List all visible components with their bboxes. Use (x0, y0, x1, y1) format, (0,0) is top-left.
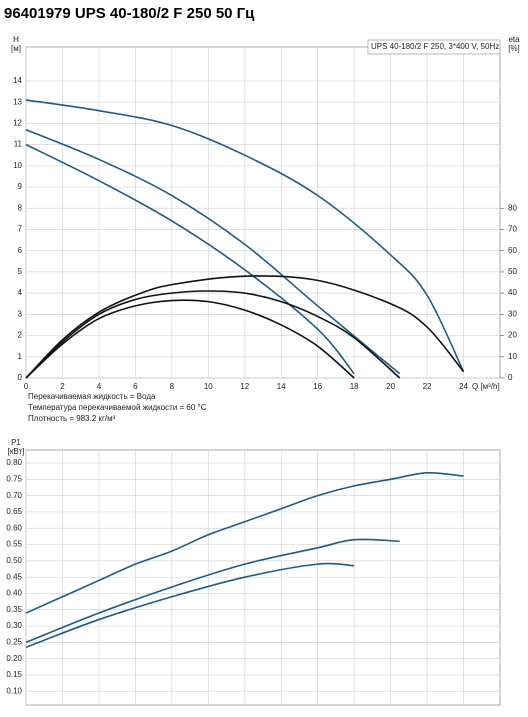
y-tick-label: 0.50 (6, 556, 22, 565)
x-tick-label: 12 (240, 382, 249, 391)
y2-tick-label: 60 (508, 246, 517, 255)
curve (25, 299, 355, 379)
y-tick-label: 0.20 (6, 654, 22, 663)
y2-tick-label: 20 (508, 331, 517, 340)
y2-axis-label: [%] (508, 44, 520, 53)
y-tick-label: 13 (13, 97, 22, 106)
note: Температура перекачиваемой жидкости = 60… (28, 403, 207, 412)
y2-tick-label: 50 (508, 267, 517, 276)
curve (25, 143, 355, 375)
y-axis-label: P1 (11, 438, 21, 447)
curve (25, 129, 401, 375)
x-axis-label: Q [м³/h] (472, 382, 500, 391)
y-tick-label: 5 (18, 267, 23, 276)
y-tick-label: 0.35 (6, 605, 22, 614)
y-tick-label: 11 (14, 140, 23, 149)
y-axis-label: [м] (11, 44, 21, 53)
x-tick-label: 6 (133, 382, 138, 391)
y-tick-label: 0.40 (6, 589, 22, 598)
y-tick-label: 6 (18, 246, 23, 255)
y2-tick-label: 30 (508, 309, 517, 318)
x-tick-label: 22 (423, 382, 432, 391)
y-tick-label: 0.75 (6, 474, 22, 483)
legend-box (367, 39, 501, 55)
note: Перекачиваемая жидкость = Вода (28, 392, 156, 401)
note: Плотность = 983.2 кг/м³ (28, 414, 116, 423)
y-tick-label: 7 (18, 225, 23, 234)
curve (25, 290, 401, 379)
y-tick-label: 0.80 (6, 458, 22, 467)
page-title: 96401979 UPS 40-180/2 F 250 50 Гц (4, 5, 255, 22)
y-tick-label: 12 (13, 118, 22, 127)
curve (25, 538, 400, 644)
curve (25, 562, 355, 649)
y-tick-label: 1 (18, 352, 23, 361)
y2-tick-label: 10 (508, 352, 517, 361)
curve (25, 99, 465, 372)
x-tick-label: 18 (350, 382, 359, 391)
x-tick-label: 24 (459, 382, 468, 391)
x-tick-label: 4 (97, 382, 102, 391)
y2-tick-label: 80 (508, 203, 517, 212)
y-tick-label: 8 (18, 203, 23, 212)
curve (25, 471, 464, 614)
y-tick-label: 9 (18, 182, 23, 191)
y-tick-label: 14 (13, 76, 22, 85)
y-tick-label: 0.10 (6, 686, 22, 695)
x-tick-label: 14 (277, 382, 286, 391)
x-tick-label: 20 (386, 382, 395, 391)
y-tick-label: 0.30 (6, 621, 22, 630)
y-tick-label: 0.45 (6, 572, 22, 581)
legend-text: UPS 40-180/2 F 250, 3*400 V, 50Hz (371, 42, 499, 51)
y-tick-label: 10 (13, 161, 22, 170)
x-tick-label: 2 (60, 382, 65, 391)
y-axis-label: [кВт] (8, 447, 25, 456)
y-tick-label: 0.65 (6, 507, 22, 516)
y2-tick-label: 70 (508, 225, 517, 234)
y2-axis-label: eta (508, 35, 520, 44)
y-tick-label: 3 (18, 309, 23, 318)
x-tick-label: 0 (24, 382, 29, 391)
y-tick-label: 0.60 (6, 523, 22, 532)
x-tick-label: 16 (313, 382, 322, 391)
y-tick-label: 4 (18, 288, 23, 297)
y2-tick-label: 0 (508, 373, 513, 382)
y-tick-label: 0.25 (6, 638, 22, 647)
y-axis-label: H (13, 35, 19, 44)
y-tick-label: 0.70 (6, 491, 22, 500)
y2-tick-label: 40 (508, 288, 517, 297)
y-tick-label: 0.15 (6, 670, 22, 679)
y-tick-label: 0 (18, 373, 23, 382)
y-tick-label: 2 (18, 331, 23, 340)
x-tick-label: 8 (170, 382, 175, 391)
y-tick-label: 0.55 (6, 540, 22, 549)
x-tick-label: 10 (204, 382, 213, 391)
curve (25, 275, 465, 379)
